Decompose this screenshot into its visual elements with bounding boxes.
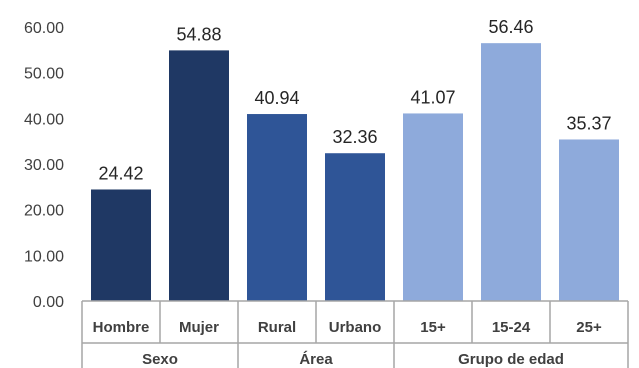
- bar: [481, 43, 541, 301]
- y-tick-label: 20.00: [24, 203, 64, 220]
- y-tick-label: 40.00: [24, 111, 64, 128]
- data-label: 54.88: [176, 24, 221, 44]
- category-label: Urbano: [329, 319, 382, 336]
- category-label: 15-24: [492, 319, 531, 336]
- data-labels: 24.42 54.88 40.94 32.36 41.07 56.46 35.37: [98, 17, 611, 183]
- category-label: 15+: [420, 319, 446, 336]
- bar: [169, 50, 229, 301]
- group-label: Sexo: [142, 351, 178, 368]
- data-label: 40.94: [254, 88, 299, 108]
- bar: [247, 114, 307, 301]
- data-label: 32.36: [332, 127, 377, 147]
- bars: [91, 43, 619, 302]
- bar: [403, 113, 463, 302]
- category-label: 25+: [576, 319, 602, 336]
- category-labels: Hombre Mujer Rural Urbano 15+ 15-24 25+: [93, 319, 602, 336]
- axes: [81, 300, 629, 368]
- data-label: 41.07: [410, 87, 455, 107]
- data-label: 24.42: [98, 163, 143, 183]
- y-tick-label: 10.00: [24, 248, 64, 265]
- group-label: Grupo de edad: [458, 351, 564, 368]
- group-label: Área: [299, 351, 333, 368]
- y-tick-label: 30.00: [24, 157, 64, 174]
- y-tick-label: 50.00: [24, 66, 64, 83]
- category-label: Hombre: [93, 319, 150, 336]
- data-label: 35.37: [566, 113, 611, 133]
- bar: [559, 139, 619, 301]
- y-tick-label: 0.00: [33, 294, 64, 311]
- bar: [325, 153, 385, 301]
- y-tick-label: 60.00: [24, 20, 64, 37]
- group-labels: Sexo Área Grupo de edad: [142, 351, 564, 368]
- data-label: 56.46: [488, 17, 533, 37]
- y-axis-ticks: 0.00 10.00 20.00 30.00 40.00 50.00 60.00: [24, 20, 64, 311]
- category-label: Rural: [258, 319, 296, 336]
- category-label: Mujer: [179, 319, 219, 336]
- bar: [91, 189, 151, 301]
